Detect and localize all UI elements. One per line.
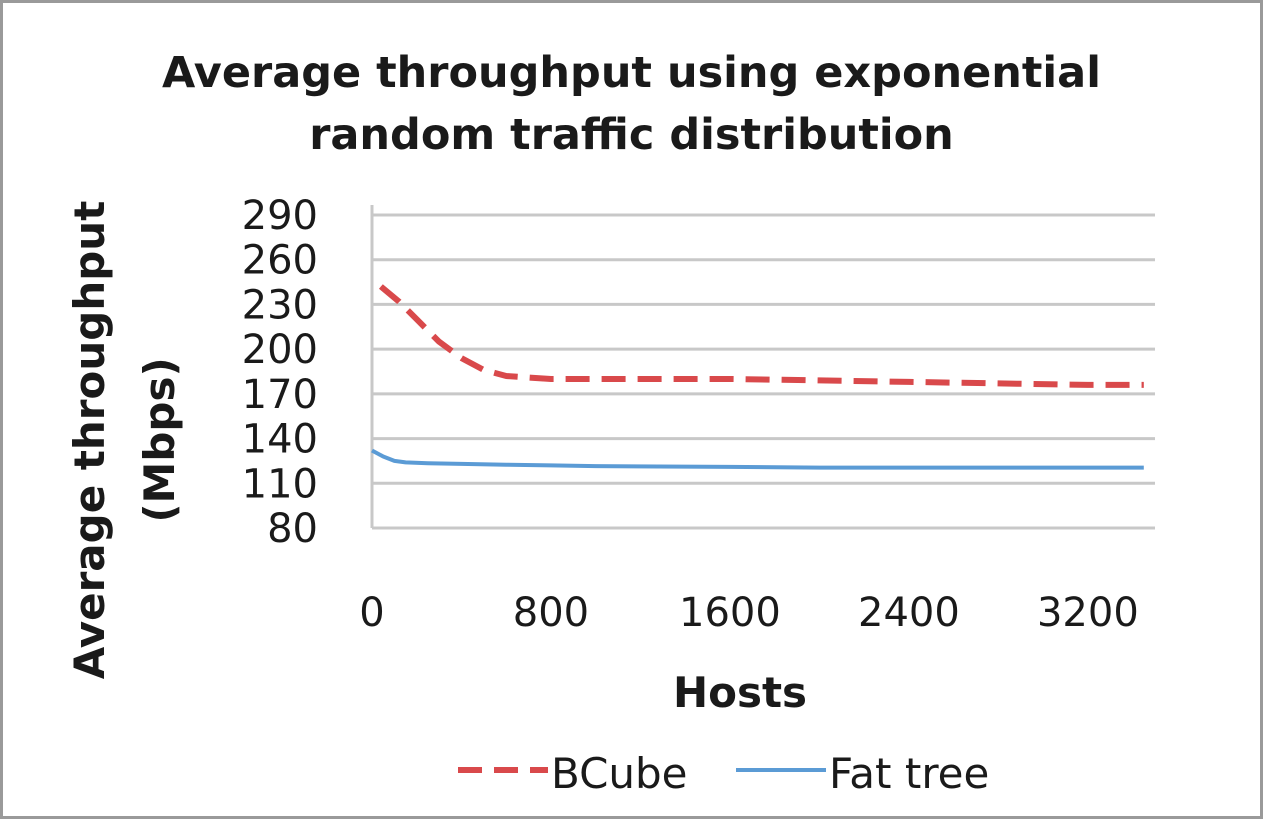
x-tick-label-2400: 2400 [858, 590, 960, 636]
legend: BCube Fat tree [458, 749, 989, 798]
x-tick-label-0: 0 [359, 590, 384, 636]
chart-title-line-2: random traffic distribution [309, 110, 954, 160]
y-tick-label-110: 110 [242, 461, 318, 507]
y-axis-title: Average throughput (Mbps) [65, 201, 184, 680]
x-tick-label-1600: 1600 [679, 590, 781, 636]
chart-title: Average throughput using exponential ran… [0, 42, 1263, 166]
y-tick-label-230: 230 [242, 282, 318, 328]
y-axis-title-line-2: (Mbps) [135, 357, 184, 522]
legend-label-bcube: BCube [551, 749, 688, 798]
series-layer [371, 284, 1144, 470]
y-tick-label-140: 140 [242, 417, 318, 463]
y-tick-label-200: 200 [242, 327, 318, 373]
x-tick-label-800: 800 [513, 590, 589, 636]
x-tick-labels: 0 800 1600 2400 3200 [359, 590, 1139, 636]
y-tick-label-290: 290 [242, 193, 318, 239]
grid-lines [372, 213, 1155, 530]
legend-label-fat-tree: Fat tree [829, 749, 989, 798]
x-axis-title: Hosts [673, 668, 807, 717]
y-axis-title-line-1: Average throughput [65, 201, 114, 680]
chart-title-line-1: Average throughput using exponential [162, 48, 1101, 98]
x-tick-label-3200: 3200 [1037, 590, 1139, 636]
y-tick-label-170: 170 [242, 372, 318, 418]
y-tick-label-80: 80 [267, 506, 318, 552]
y-tick-label-260: 260 [242, 238, 318, 284]
series-line-fat-tree [371, 448, 1144, 470]
series-line-bcube [378, 284, 1144, 388]
